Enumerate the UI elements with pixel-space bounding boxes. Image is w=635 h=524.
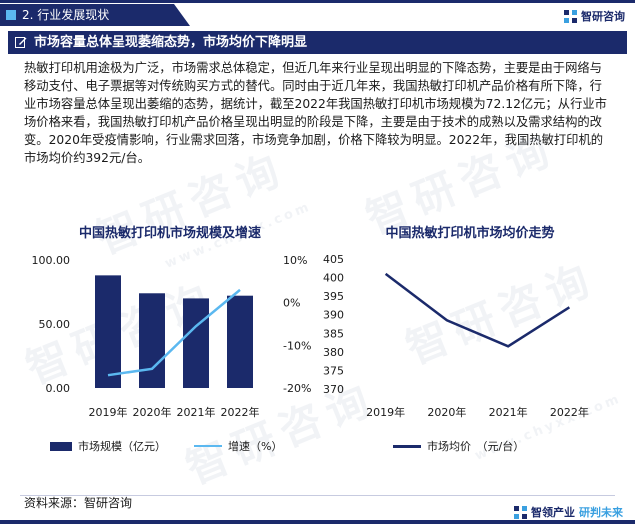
- chart1-plot: 0.00 50.00 100.00 10% 0% -10% -20% 2019年 2020年 20…: [32, 254, 312, 419]
- chart1-left-tick: 0.00: [46, 382, 71, 395]
- chart2-x-tick: 2019年: [366, 405, 405, 419]
- footer-brand-icon: [514, 505, 527, 519]
- legend-line-swatch: [194, 445, 222, 447]
- legend-price-label: 市场均价 （元/台）: [427, 440, 525, 453]
- brand-grid-icon: [564, 9, 577, 23]
- chart2-y-tick: 380: [323, 346, 344, 359]
- bottom-border: [0, 520, 635, 524]
- chart2-x-tick: 2022年: [550, 405, 589, 419]
- chart1-bar: [183, 298, 209, 388]
- chart2-y-tick: 375: [323, 364, 344, 377]
- chart1-x-tick: 2019年: [89, 405, 128, 419]
- brand-logo: 智研咨询: [564, 7, 625, 25]
- footer-divider: [20, 495, 615, 496]
- legend-price-swatch: [393, 444, 421, 448]
- chart1-x-tick: 2021年: [177, 405, 216, 419]
- body-paragraph: 热敏打印机用途极为广泛，市场需求总体稳定，但近几年来行业呈现出明显的下降态势，主…: [24, 61, 607, 165]
- chart1-bar: [95, 275, 121, 388]
- chart2-y-tick: 395: [323, 290, 344, 303]
- chart1-legend: 市场规模（亿元） 增速（%）: [50, 438, 282, 454]
- chart1-right-tick: -20%: [283, 382, 311, 395]
- section-title: 2. 行业发展现状: [22, 8, 110, 22]
- chart2-price-line: [384, 272, 571, 348]
- legend-line-label: 增速（%）: [228, 440, 283, 453]
- chart1-left-tick: 100.00: [32, 254, 71, 267]
- chart2-y-tick: 390: [323, 309, 344, 322]
- chart1-right-tick: 10%: [283, 254, 307, 267]
- chart2-x-tick: 2020年: [427, 405, 466, 419]
- headline-banner: 市场容量总体呈现萎缩态势，市场均价下降明显: [8, 31, 627, 54]
- chart2-legend: 市场均价 （元/台）: [393, 438, 524, 454]
- chart2-y-tick: 405: [323, 253, 344, 266]
- chart1-growth-line: [107, 288, 241, 377]
- top-border: [0, 0, 635, 3]
- chart2-y-tick: 400: [323, 272, 344, 285]
- chart1-right-tick: 0%: [283, 297, 300, 310]
- chart1-x-tick: 2020年: [133, 405, 172, 419]
- chart2-x-tick: 2021年: [489, 405, 528, 419]
- edit-icon: [15, 37, 27, 48]
- chart2-y-tick: 385: [323, 327, 344, 340]
- section-header: 2. 行业发展现状: [0, 4, 190, 26]
- legend-bar-label: 市场规模（亿元）: [78, 440, 166, 453]
- headline-title: 市场容量总体呈现萎缩态势，市场均价下降明显: [34, 35, 308, 50]
- chart2-title: 中国热敏打印机市场均价走势: [385, 226, 555, 241]
- chart1-title: 中国热敏打印机市场规模及增速: [78, 226, 261, 241]
- chart1-bar: [227, 295, 253, 388]
- footer-slogan-2: 研判未来: [579, 506, 623, 519]
- section-bullet-icon: [6, 10, 16, 20]
- chart1-x-tick: 2022年: [221, 405, 260, 419]
- footer-slogan-1: 智领产业: [531, 506, 575, 519]
- chart1-right-tick: -10%: [283, 339, 311, 352]
- source-note: 资料来源：智研咨询: [24, 496, 133, 510]
- chart1-left-tick: 50.00: [39, 318, 71, 331]
- chart2-y-tick: 370: [323, 383, 344, 396]
- chart2-plot: 405 400 395 390 385 380 375 370 2019年 2020年 2021年 2…: [323, 253, 589, 419]
- legend-bar-swatch: [50, 441, 72, 451]
- footer-logo: 智领产业 研判未来: [514, 504, 623, 520]
- brand-name: 智研咨询: [581, 10, 625, 23]
- chart1-bar: [139, 293, 165, 388]
